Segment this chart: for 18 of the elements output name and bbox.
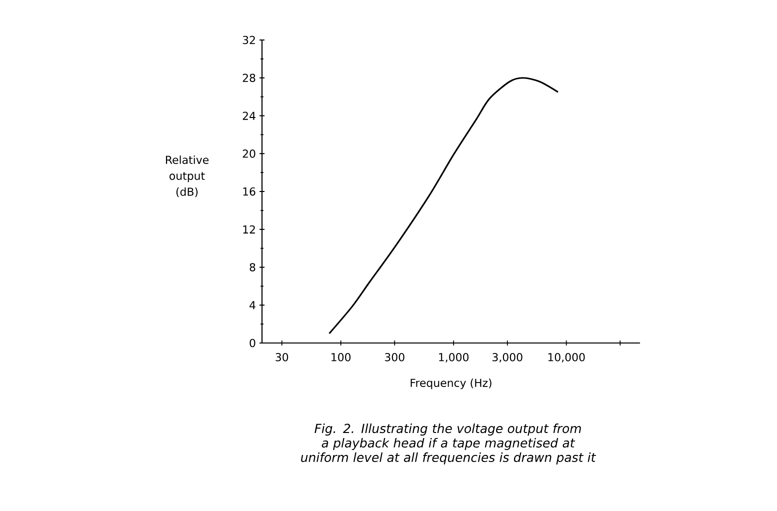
y-tick-label: 8 [250,263,256,272]
y-tick-label: 28 [242,74,256,82]
y-tick-label: 32 [242,36,255,44]
x-axis-title: Frequency (Hz) [410,378,492,390]
x-tick-label: 30 [276,353,288,362]
caption: Fig. 2. Illustrating the voltage output from a playback head if a tape magnetised at uniform level at all frequencies is drawn past it [301,424,596,464]
y-tick-label: 20 [242,149,256,158]
x-tick-label: 1,000 [439,353,469,362]
x-tick-label: 10,000 [548,353,585,362]
y-tick-label: 0 [250,338,256,348]
x-tick-label: 3,000 [492,353,522,362]
x-tick-label: 100 [332,353,351,362]
y-axis-title: Relative output (dB) [166,156,209,198]
y-tick-label: 16 [243,187,256,196]
y-tick-label: 24 [242,112,256,120]
x-tick-label: 300 [384,353,404,362]
y-tick-label: 4 [250,301,256,310]
y-tick-label: 12 [243,225,255,234]
